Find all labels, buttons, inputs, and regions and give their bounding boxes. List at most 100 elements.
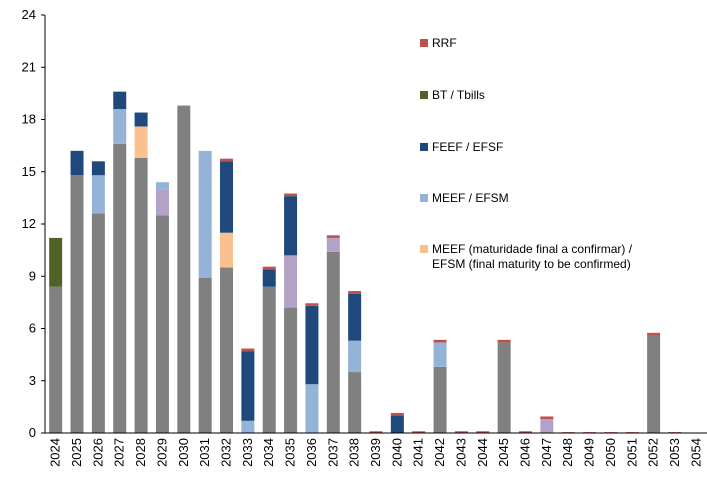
x-tick-label: 2049 xyxy=(582,438,597,467)
bar-segment xyxy=(348,340,362,373)
bar-segment xyxy=(70,150,84,176)
x-tick-label: 2041 xyxy=(411,438,426,467)
x-tick-label: 2040 xyxy=(389,438,404,467)
y-tick-label: 21 xyxy=(22,59,36,74)
legend-label: RRF xyxy=(432,36,457,50)
bar-segment xyxy=(433,366,447,433)
bar-segment xyxy=(348,293,362,341)
x-tick-label: 2035 xyxy=(283,438,298,467)
bar-segment xyxy=(91,175,105,214)
x-tick-label: 2047 xyxy=(539,438,554,467)
legend-item: BT / Tbills xyxy=(420,88,650,103)
bar-segment xyxy=(433,342,447,367)
bar-segment xyxy=(134,126,148,158)
bar-segment xyxy=(155,182,169,190)
bar-segment xyxy=(113,91,127,110)
legend-item: RRF xyxy=(420,36,650,51)
bar-segment xyxy=(390,415,404,433)
bar-segment xyxy=(284,307,298,433)
bar-segment xyxy=(220,161,234,233)
bar-segment xyxy=(326,251,340,433)
legend-item: FEEF / EFSF xyxy=(420,140,650,155)
bar-segment xyxy=(518,431,532,433)
legend-swatch xyxy=(420,194,428,202)
legend-label: FEEF / EFSF xyxy=(432,140,504,154)
bar-segment xyxy=(433,339,447,343)
y-tick-label: 9 xyxy=(29,268,36,283)
x-tick-label: 2048 xyxy=(560,438,575,467)
bar-segment xyxy=(70,175,84,433)
legend-swatch xyxy=(420,245,428,253)
bar-segment xyxy=(454,431,468,433)
x-tick-label: 2037 xyxy=(325,438,340,467)
bar-segment xyxy=(540,416,554,420)
y-tick-label: 18 xyxy=(22,112,36,127)
x-tick-label: 2024 xyxy=(48,438,63,467)
bar-segment xyxy=(305,303,319,306)
bar-segment xyxy=(262,286,276,433)
y-tick-label: 12 xyxy=(22,216,36,231)
bar-segment xyxy=(241,420,255,433)
bar-segment xyxy=(540,419,554,433)
bar-segment xyxy=(369,431,383,433)
bar-segment xyxy=(647,335,661,433)
y-tick-label: 6 xyxy=(29,321,36,336)
x-tick-label: 2054 xyxy=(688,438,703,467)
x-tick-label: 2045 xyxy=(496,438,511,467)
x-tick-label: 2053 xyxy=(667,438,682,467)
x-tick-label: 2032 xyxy=(219,438,234,467)
x-tick-label: 2036 xyxy=(304,438,319,467)
bar-segment xyxy=(113,109,127,144)
bar-segment xyxy=(305,305,319,385)
x-tick-label: 2025 xyxy=(69,438,84,467)
bar-segment xyxy=(155,215,169,433)
legend-swatch xyxy=(420,143,428,151)
y-tick-label: 0 xyxy=(29,425,36,440)
bar-segment xyxy=(241,348,255,352)
x-tick-label: 2026 xyxy=(90,438,105,467)
x-tick-label: 2050 xyxy=(603,438,618,467)
x-tick-label: 2046 xyxy=(517,438,532,467)
x-tick-label: 2044 xyxy=(475,438,490,467)
bar-segment xyxy=(198,277,212,433)
bar-segment xyxy=(49,286,63,433)
bar-segment xyxy=(476,431,490,433)
legend-label: MEEF (maturidade final a confirmar) / EF… xyxy=(432,242,633,271)
x-tick-label: 2042 xyxy=(432,438,447,467)
x-tick-label: 2038 xyxy=(347,438,362,467)
x-tick-label: 2051 xyxy=(624,438,639,467)
x-tick-label: 2027 xyxy=(112,438,127,467)
bar-segment xyxy=(49,237,63,287)
bar-segment xyxy=(241,351,255,421)
legend-swatch xyxy=(420,91,428,99)
bar-segment xyxy=(220,232,234,268)
y-tick-label: 3 xyxy=(29,373,36,388)
legend-label: MEEF / EFSM xyxy=(432,191,509,205)
x-tick-label: 2031 xyxy=(197,438,212,467)
bar-segment xyxy=(326,237,340,252)
bar-segment xyxy=(134,157,148,434)
bar-segment xyxy=(497,342,511,433)
bar-segment xyxy=(91,161,105,176)
bar-segment xyxy=(220,267,234,433)
bar-segment xyxy=(134,112,148,127)
x-tick-label: 2043 xyxy=(453,438,468,467)
bar-segment xyxy=(113,143,127,433)
x-tick-label: 2028 xyxy=(133,438,148,467)
legend-item: MEEF (maturidade final a confirmar) / EF… xyxy=(420,242,650,272)
x-tick-label: 2052 xyxy=(646,438,661,467)
y-tick-label: 15 xyxy=(22,164,36,179)
x-tick-label: 2039 xyxy=(368,438,383,467)
y-tick-label: 24 xyxy=(22,7,36,22)
bar-segment xyxy=(177,105,191,434)
legend-label: BT / Tbills xyxy=(432,88,485,102)
bar-segment xyxy=(91,213,105,433)
legend-item: MEEF / EFSM xyxy=(420,191,650,206)
bar-segment xyxy=(412,431,426,433)
bar-segment xyxy=(284,196,298,256)
bar-segment xyxy=(348,291,362,294)
legend-swatch xyxy=(420,39,428,47)
bar-segment xyxy=(262,269,276,287)
